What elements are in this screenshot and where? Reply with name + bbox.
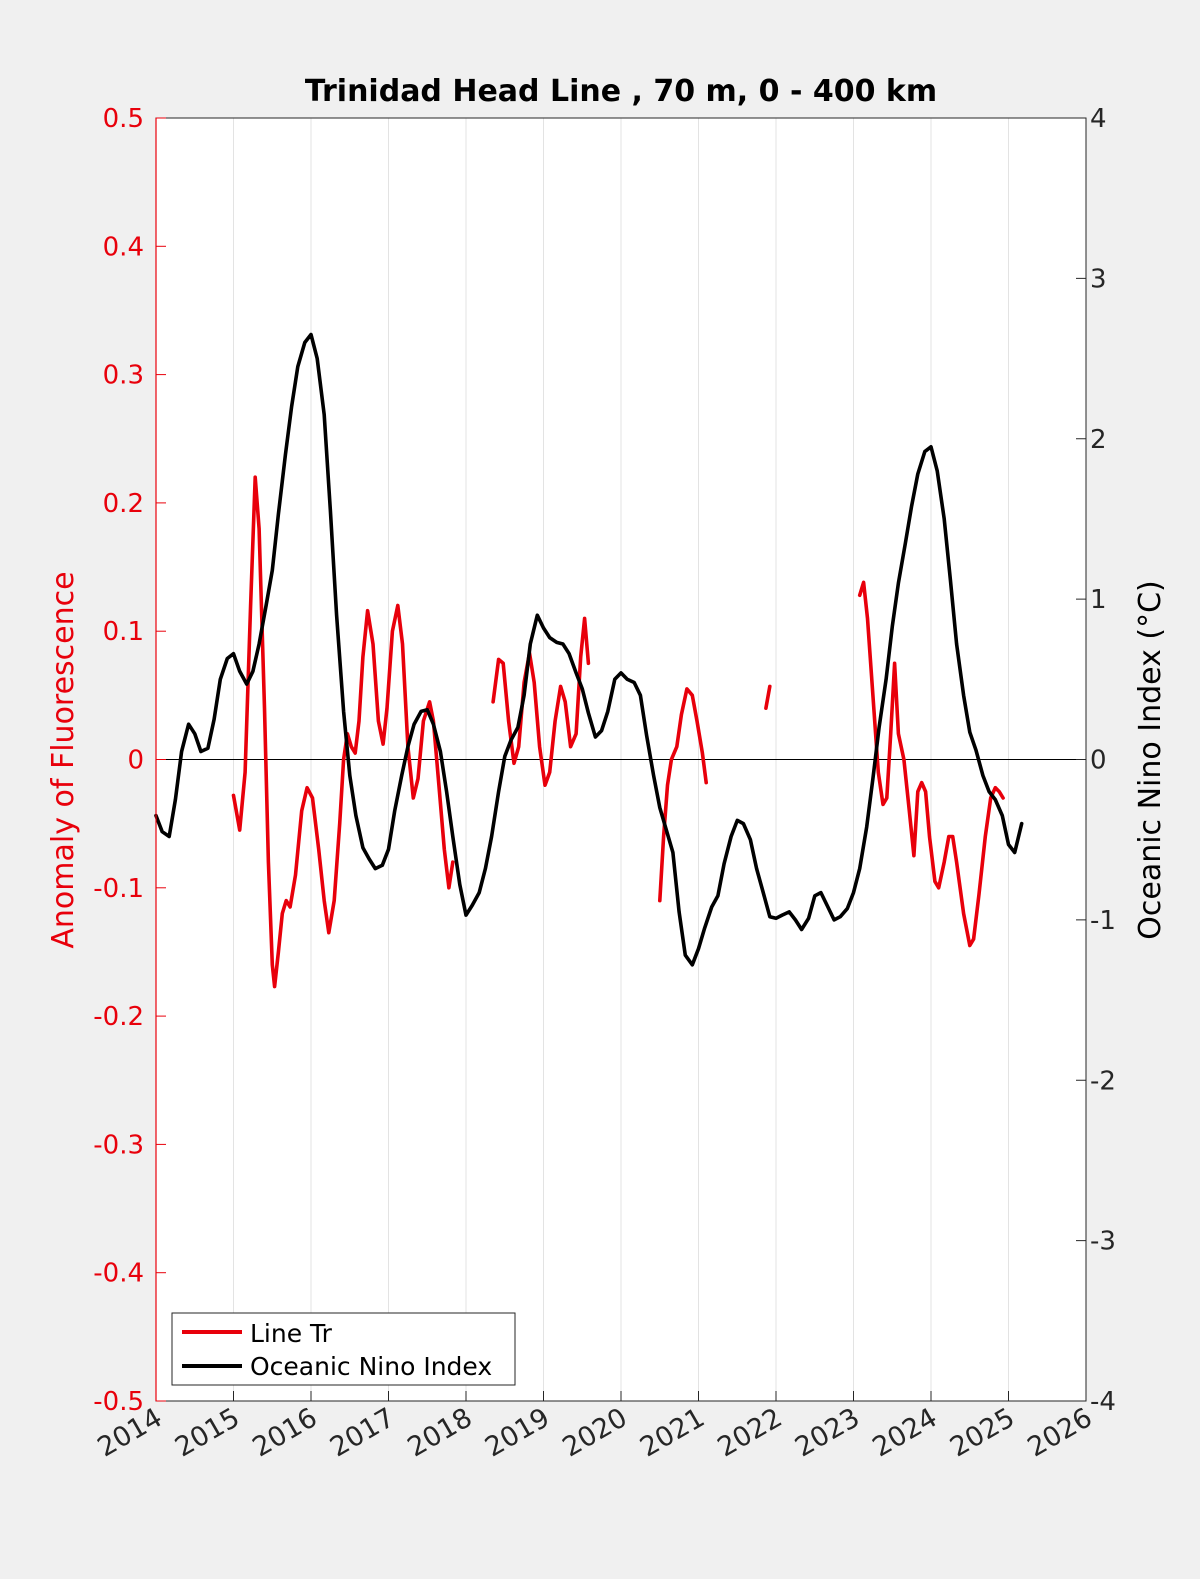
chart-title: Trinidad Head Line , 70 m, 0 - 400 km (305, 74, 937, 109)
legend: Line Tr Oceanic Nino Index (171, 1312, 516, 1386)
y-left-tick-label-0: 0 (127, 746, 144, 776)
y-right-tick-label--3: -3 (1090, 1227, 1116, 1257)
series-line-tr-segment-2 (658, 687, 708, 903)
series-group (154, 332, 1024, 989)
series-line-tr-segment-1 (491, 616, 591, 787)
legend-label-line-tr: Line Tr (250, 1319, 333, 1348)
y-right-tick-label--1: -1 (1090, 906, 1116, 936)
y-left-tick-label--0.2: -0.2 (93, 1002, 144, 1032)
legend-box (171, 1312, 516, 1386)
y-right-tick-label-0: 0 (1090, 746, 1107, 776)
series-oni-segment-0 (154, 332, 1024, 967)
y-left-tick-label-0.5: 0.5 (103, 104, 144, 134)
y-left-tick-label--0.5: -0.5 (93, 1387, 144, 1417)
y-right-tick-label-4: 4 (1090, 104, 1107, 134)
y-right-tick-label-1: 1 (1090, 585, 1107, 615)
series-line-tr-segment-3 (764, 684, 772, 710)
left-axis-label: Anomaly of Fluorescence (46, 571, 81, 948)
series-line-tr-segment-0 (231, 475, 455, 989)
y-left-tick-label-0.1: 0.1 (103, 617, 144, 647)
right-axis-ticks: -4 -3 -2 -1 0 1 2 3 4 (1076, 104, 1116, 1417)
y-right-tick-label-3: 3 (1090, 264, 1107, 294)
y-left-tick-label-0.4: 0.4 (103, 232, 144, 262)
y-right-tick-label-2: 2 (1090, 425, 1107, 455)
y-right-tick-label--4: -4 (1090, 1387, 1116, 1417)
series-line-tr-segment-4 (857, 580, 1005, 948)
y-right-tick-label--2: -2 (1090, 1066, 1116, 1096)
y-left-tick-label--0.1: -0.1 (93, 874, 144, 904)
right-axis-label: Oceanic Nino Index (°C) (1133, 580, 1168, 940)
y-left-tick-label--0.4: -0.4 (93, 1259, 144, 1289)
y-left-tick-label-0.3: 0.3 (103, 361, 144, 391)
legend-label-oni: Oceanic Nino Index (250, 1352, 492, 1381)
y-left-tick-label-0.2: 0.2 (103, 489, 144, 519)
y-left-tick-label--0.3: -0.3 (93, 1130, 144, 1160)
left-axis-ticks: -0.5 -0.4 -0.3 -0.2 -0.1 0 0.1 0.2 0.3 0.4 0.5 (93, 104, 166, 1417)
